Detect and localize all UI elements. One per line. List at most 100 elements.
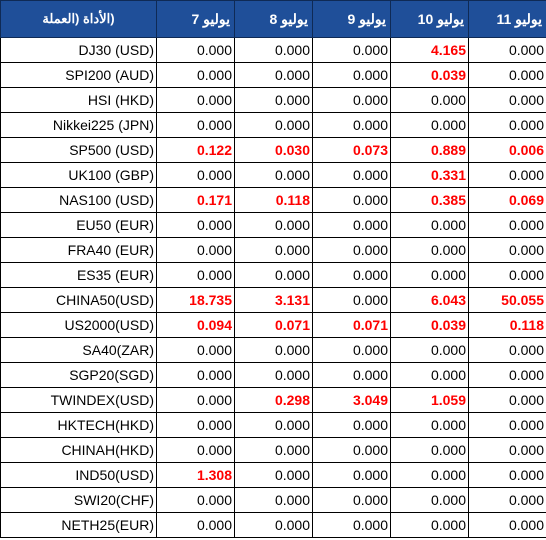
value-cell: 0.000 [156, 437, 235, 463]
value-cell: 0.122 [156, 137, 235, 163]
table-row: IND50(USD) 1.308 0.000 0.000 0.000 0.000 [0, 462, 546, 488]
value-cell: 0.000 [156, 62, 235, 88]
value-cell: 0.039 [390, 312, 469, 338]
value-cell: 0.000 [468, 87, 546, 113]
value-cell: 0.000 [468, 62, 546, 88]
table-row: SPI200 (AUD) 0.000 0.000 0.000 0.039 0.000 [0, 62, 546, 88]
table-row: HKTECH(HKD) 0.000 0.000 0.000 0.000 0.000 [0, 412, 546, 438]
value-cell: 18.735 [156, 287, 235, 313]
value-cell: 4.165 [390, 37, 469, 63]
value-cell: 0.094 [156, 312, 235, 338]
instrument-cell: NETH25(EUR) [0, 512, 157, 538]
value-cell: 0.000 [468, 437, 546, 463]
instrument-cell: SA40(ZAR) [0, 337, 157, 363]
value-cell: 0.000 [468, 487, 546, 513]
value-cell: 0.000 [234, 87, 313, 113]
value-cell: 0.000 [156, 362, 235, 388]
table-row: SA40(ZAR) 0.000 0.000 0.000 0.000 0.000 [0, 337, 546, 363]
value-cell: 0.000 [312, 512, 391, 538]
value-cell: 0.069 [468, 187, 546, 213]
value-cell: 0.000 [312, 112, 391, 138]
instrument-cell: ES35 (EUR) [0, 262, 157, 288]
table-row: SWI20(CHF) 0.000 0.000 0.000 0.000 0.000 [0, 487, 546, 513]
table-row: UK100 (GBP) 0.000 0.000 0.000 0.331 0.000 [0, 162, 546, 188]
instrument-cell: TWINDEX(USD) [0, 387, 157, 413]
table-row: NAS100 (USD) 0.171 0.118 0.000 0.385 0.069 [0, 187, 546, 213]
value-cell: 0.000 [156, 37, 235, 63]
value-cell: 0.000 [312, 187, 391, 213]
value-cell: 0.000 [390, 262, 469, 288]
table-row: FRA40 (EUR) 0.000 0.000 0.000 0.000 0.000 [0, 237, 546, 263]
value-cell: 0.000 [468, 212, 546, 238]
value-cell: 0.000 [234, 462, 313, 488]
value-cell: 0.000 [468, 337, 546, 363]
value-cell: 0.000 [468, 412, 546, 438]
table-body: DJ30 (USD) 0.000 0.000 0.000 4.165 0.000 SPI20… [0, 37, 546, 538]
value-cell: 0.000 [390, 212, 469, 238]
value-cell: 0.000 [390, 512, 469, 538]
instrument-cell: SWI20(CHF) [0, 487, 157, 513]
value-cell: 0.000 [312, 287, 391, 313]
value-cell: 0.039 [390, 62, 469, 88]
value-cell: 0.171 [156, 187, 235, 213]
value-cell: 0.071 [312, 312, 391, 338]
value-cell: 0.000 [312, 237, 391, 263]
value-cell: 0.071 [234, 312, 313, 338]
value-cell: 0.000 [156, 212, 235, 238]
table-row: NETH25(EUR) 0.000 0.000 0.000 0.000 0.000 [0, 512, 546, 538]
value-cell: 0.000 [390, 337, 469, 363]
header-date: يوليو 7 [156, 0, 235, 38]
value-cell: 0.000 [234, 212, 313, 238]
table-row: HSI (HKD) 0.000 0.000 0.000 0.000 0.000 [0, 87, 546, 113]
value-cell: 0.889 [390, 137, 469, 163]
value-cell: 0.000 [468, 512, 546, 538]
instrument-cell: SPI200 (AUD) [0, 62, 157, 88]
value-cell: 1.059 [390, 387, 469, 413]
table-row: TWINDEX(USD) 0.000 0.298 3.049 1.059 0.000 [0, 387, 546, 413]
value-cell: 0.006 [468, 137, 546, 163]
instrument-cell: SGP20(SGD) [0, 362, 157, 388]
header-instrument: (الأداة (العملة [0, 0, 157, 38]
instrument-cell: HKTECH(HKD) [0, 412, 157, 438]
value-cell: 0.000 [312, 87, 391, 113]
value-cell: 0.000 [390, 437, 469, 463]
value-cell: 0.000 [312, 362, 391, 388]
value-cell: 0.000 [156, 112, 235, 138]
value-cell: 0.000 [234, 237, 313, 263]
instrument-cell: IND50(USD) [0, 462, 157, 488]
value-cell: 0.000 [312, 37, 391, 63]
value-cell: 0.000 [312, 412, 391, 438]
table-row: ES35 (EUR) 0.000 0.000 0.000 0.000 0.000 [0, 262, 546, 288]
value-cell: 0.000 [234, 262, 313, 288]
value-cell: 0.000 [312, 462, 391, 488]
value-cell: 0.000 [390, 462, 469, 488]
value-cell: 0.000 [234, 487, 313, 513]
value-cell: 0.000 [156, 87, 235, 113]
value-cell: 0.000 [156, 237, 235, 263]
value-cell: 0.000 [468, 37, 546, 63]
value-cell: 0.000 [234, 362, 313, 388]
instrument-cell: US2000(USD) [0, 312, 157, 338]
instrument-cell: CHINAH(HKD) [0, 437, 157, 463]
table-row: SGP20(SGD) 0.000 0.000 0.000 0.000 0.000 [0, 362, 546, 388]
value-cell: 0.000 [468, 162, 546, 188]
value-cell: 0.000 [468, 112, 546, 138]
value-cell: 0.000 [390, 87, 469, 113]
instrument-cell: HSI (HKD) [0, 87, 157, 113]
value-cell: 1.308 [156, 462, 235, 488]
value-cell: 0.118 [468, 312, 546, 338]
value-cell: 0.000 [390, 412, 469, 438]
value-cell: 0.000 [312, 337, 391, 363]
value-cell: 0.000 [312, 262, 391, 288]
value-cell: 6.043 [390, 287, 469, 313]
value-cell: 0.000 [234, 437, 313, 463]
value-cell: 0.000 [156, 262, 235, 288]
value-cell: 0.000 [468, 237, 546, 263]
value-cell: 0.000 [312, 62, 391, 88]
value-cell: 0.000 [156, 337, 235, 363]
value-cell: 0.000 [156, 387, 235, 413]
table-row: SP500 (USD) 0.122 0.030 0.073 0.889 0.006 [0, 137, 546, 163]
value-cell: 0.000 [468, 387, 546, 413]
value-cell: 0.000 [156, 412, 235, 438]
